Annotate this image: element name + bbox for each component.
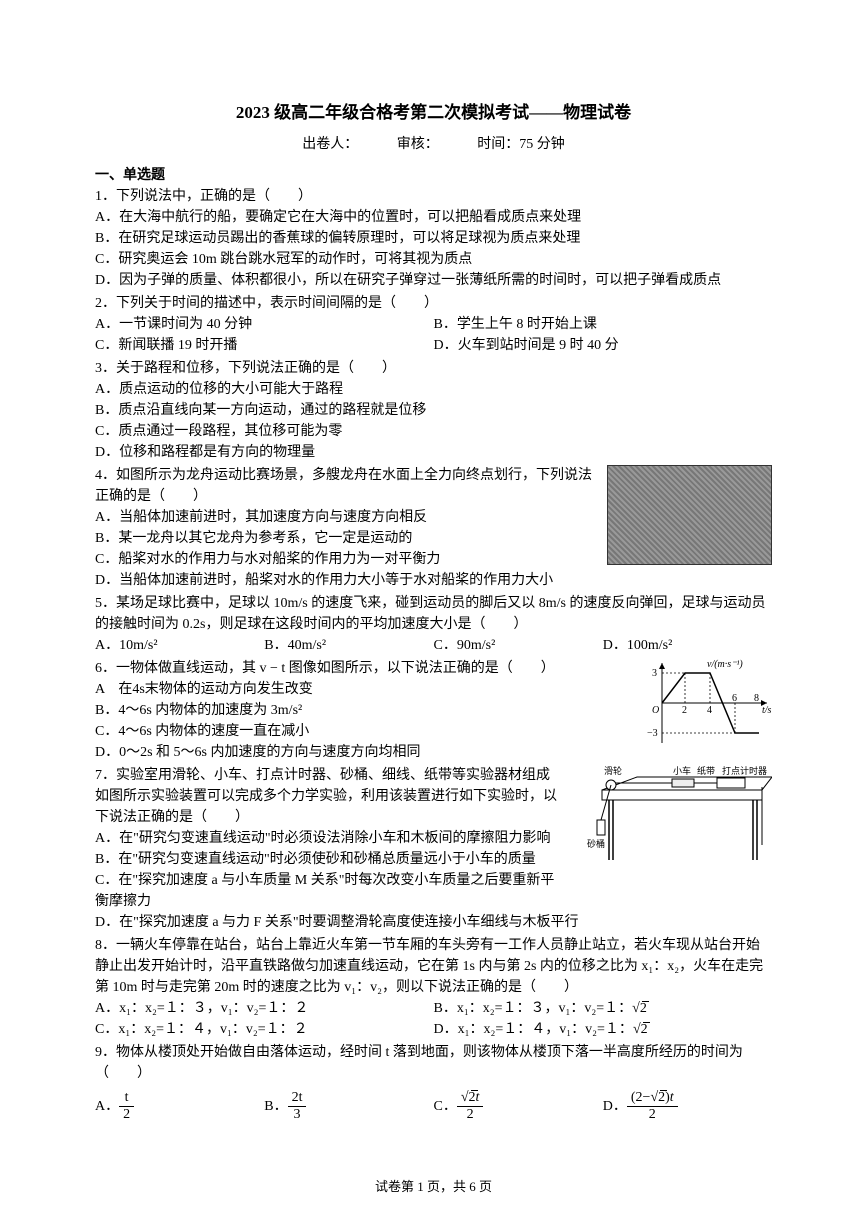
q5-D: D．100m/s² bbox=[603, 635, 772, 656]
svg-text:砂桶: 砂桶 bbox=[587, 838, 605, 849]
svg-text:3: 3 bbox=[652, 668, 657, 679]
question-3: 3．关于路程和位移，下列说法正确的是（ ） A．质点运动的位移的大小可能大于路程… bbox=[95, 358, 772, 463]
question-5: 5．某场足球比赛中，足球以 10m/s 的速度飞来，碰到运动员的脚后又以 8m/… bbox=[95, 593, 772, 656]
meta-row: 出卷人： 审核： 时间：75 分钟 bbox=[95, 134, 772, 155]
svg-text:O: O bbox=[652, 705, 659, 716]
svg-text:v/(m·s⁻¹): v/(m·s⁻¹) bbox=[707, 659, 743, 670]
q8-stem: 8．一辆火车停靠在站台，站台上靠近火车第一节车厢的车头旁有一工作人员静止站立，若… bbox=[95, 935, 772, 998]
question-9: 9．物体从楼顶处开始做自由落体运动，经时间 t 落到地面，则该物体从楼顶下落一半… bbox=[95, 1042, 772, 1125]
section-heading: 一、单选题 bbox=[95, 165, 772, 186]
q1-B: B．在研究足球运动员踢出的香蕉球的偏转原理时，可以将足球视为质点来处理 bbox=[95, 228, 772, 249]
q2-D: D．火车到站时间是 9 时 40 分 bbox=[434, 335, 773, 356]
q2-C: C．新闻联播 19 时开播 bbox=[95, 335, 434, 356]
question-8: 8．一辆火车停靠在站台，站台上靠近火车第一节车厢的车头旁有一工作人员静止站立，若… bbox=[95, 935, 772, 1040]
svg-text:8: 8 bbox=[754, 693, 759, 704]
svg-text:6: 6 bbox=[732, 693, 737, 704]
q8-B: B．x₁：x₂=１：３，v₁：v₂=１：√2 bbox=[434, 998, 773, 1019]
dragon-boat-photo bbox=[607, 465, 772, 565]
q3-B: B．质点沿直线向某一方向运动，通过的路程就是位移 bbox=[95, 400, 772, 421]
vt-graph: v/(m·s⁻¹) t/s 3 −3 O 2 4 6 8 bbox=[647, 658, 772, 748]
question-2: 2．下列关于时间的描述中，表示时间间隔的是（ ） A．一节课时间为 40 分钟 … bbox=[95, 293, 772, 356]
q9-A: A． t2 bbox=[95, 1090, 264, 1125]
exam-title: 2023 级高二年级合格考第二次模拟考试——物理试卷 bbox=[95, 100, 772, 126]
q3-A: A．质点运动的位移的大小可能大于路程 bbox=[95, 379, 772, 400]
q5-B: B．40m/s² bbox=[264, 635, 433, 656]
author-label: 出卷人： bbox=[302, 134, 358, 155]
question-7: 滑轮 小车 纸带 打点计时器 砂桶 7．实验室用滑轮、小车、打点计时器、砂桶、细… bbox=[95, 765, 772, 933]
svg-text:2: 2 bbox=[682, 705, 687, 716]
question-6: v/(m·s⁻¹) t/s 3 −3 O 2 4 6 8 6．一物体做直线运动，… bbox=[95, 658, 772, 763]
q4-D: D．当船体加速前进时，船桨对水的作用力大小等于水对船桨的作用力大小 bbox=[95, 570, 772, 591]
svg-text:打点计时器: 打点计时器 bbox=[722, 765, 767, 776]
q1-D: D．因为子弹的质量、体积都很小，所以在研究子弹穿过一张薄纸所需的时间时，可以把子… bbox=[95, 270, 772, 291]
q3-C: C．质点通过一段路程，其位移可能为零 bbox=[95, 421, 772, 442]
q9-C: C． √2t2 bbox=[434, 1090, 603, 1125]
q5-stem: 5．某场足球比赛中，足球以 10m/s 的速度飞来，碰到运动员的脚后又以 8m/… bbox=[95, 593, 772, 635]
q2-B: B．学生上午 8 时开始上课 bbox=[434, 314, 773, 335]
svg-text:纸带: 纸带 bbox=[697, 765, 715, 776]
reviewer-label: 审核： bbox=[397, 134, 439, 155]
q3-D: D．位移和路程都是有方向的物理量 bbox=[95, 442, 772, 463]
question-4: 4．如图所示为龙舟运动比赛场景，多艘龙舟在水面上全力向终点划行，下列说法正确的是… bbox=[95, 465, 772, 591]
q2-A: A．一节课时间为 40 分钟 bbox=[95, 314, 434, 335]
q3-stem: 3．关于路程和位移，下列说法正确的是（ ） bbox=[95, 358, 772, 379]
svg-text:小车: 小车 bbox=[673, 765, 691, 776]
question-1: 1．下列说法中，正确的是（ ） A．在大海中航行的船，要确定它在大海中的位置时，… bbox=[95, 186, 772, 291]
time-label: 时间：75 分钟 bbox=[477, 134, 565, 155]
q7-D: D．在"探究加速度 a 与力 F 关系"时要调整滑轮高度使连接小车细线与木板平行 bbox=[95, 912, 772, 933]
q9-stem: 9．物体从楼顶处开始做自由落体运动，经时间 t 落到地面，则该物体从楼顶下落一半… bbox=[95, 1042, 772, 1084]
q8-D: D．x₁：x₂=１：４，v₁：v₂=１：√2 bbox=[434, 1019, 773, 1040]
q1-stem: 1．下列说法中，正确的是（ ） bbox=[95, 186, 772, 207]
q1-A: A．在大海中航行的船，要确定它在大海中的位置时，可以把船看成质点来处理 bbox=[95, 207, 772, 228]
experiment-diagram: 滑轮 小车 纸带 打点计时器 砂桶 bbox=[567, 765, 772, 875]
q8-C: C．x₁：x₂=１：４，v₁：v₂=１：２ bbox=[95, 1019, 434, 1040]
q9-B: B． 2t3 bbox=[264, 1090, 433, 1125]
q5-C: C．90m/s² bbox=[434, 635, 603, 656]
svg-text:4: 4 bbox=[707, 705, 712, 716]
q8-A: A．x₁：x₂=１：３，v₁：v₂=１：２ bbox=[95, 998, 434, 1019]
q9-D: D． (2−√2)t2 bbox=[603, 1090, 772, 1125]
svg-text:滑轮: 滑轮 bbox=[604, 765, 622, 776]
svg-text:t/s: t/s bbox=[762, 705, 772, 716]
page-footer: 试卷第 1 页，共 6 页 bbox=[0, 1177, 867, 1197]
q1-C: C．研究奥运会 10m 跳台跳水冠军的动作时，可将其视为质点 bbox=[95, 249, 772, 270]
q2-stem: 2．下列关于时间的描述中，表示时间间隔的是（ ） bbox=[95, 293, 772, 314]
svg-text:−3: −3 bbox=[647, 728, 658, 739]
q5-A: A．10m/s² bbox=[95, 635, 264, 656]
q7-C: C．在"探究加速度 a 与小车质量 M 关系"时每次改变小车质量之后要重新平衡摩… bbox=[95, 870, 772, 912]
